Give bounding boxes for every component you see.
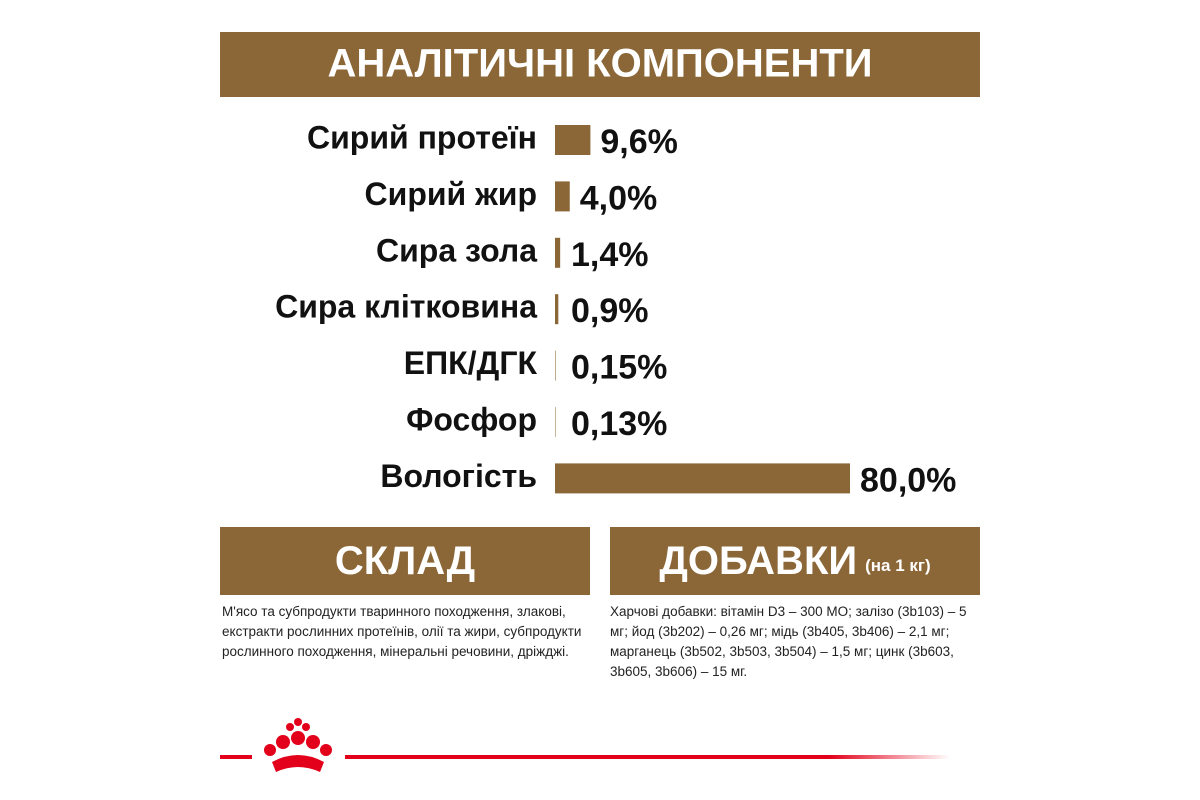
bar [555, 237, 561, 268]
composition-text: М'ясо та субпродукти тваринного походжен… [222, 604, 582, 659]
value-label: 0,9% [571, 292, 649, 330]
composition-title: СКЛАД [334, 538, 476, 583]
composition-header: СКЛАД [220, 527, 590, 595]
crown-logo [264, 718, 332, 772]
category-label: Вологість [380, 458, 537, 494]
category-label: ЕПК/ДГК [404, 345, 538, 381]
additives-title: ДОБАВКИ [659, 538, 858, 583]
bar [555, 181, 570, 212]
value-label: 1,4% [571, 236, 649, 274]
value-label: 9,6% [600, 123, 678, 161]
value-label: 80,0% [860, 461, 956, 499]
additives-text: Харчові добавки: вітамін D3 – 300 МО; за… [610, 604, 967, 679]
category-label: Сира зола [376, 232, 537, 268]
category-label: Сирий протеїн [307, 119, 537, 155]
category-label: Сирий жир [365, 176, 537, 212]
additives-unit: (на 1 кг) [865, 556, 931, 575]
bar [555, 294, 559, 325]
bar [555, 125, 591, 155]
additives-header: ДОБАВКИ (на 1 кг) [610, 527, 980, 595]
category-label: Фосфор [406, 401, 537, 437]
value-label: 0,13% [571, 405, 667, 443]
bar [555, 463, 850, 494]
title-bar [220, 32, 980, 97]
value-label: 0,15% [571, 349, 667, 387]
chart-title: АНАЛІТИЧНІ КОМПОНЕНТИ [327, 42, 872, 86]
brand-line [345, 755, 950, 759]
bar [555, 350, 556, 381]
category-label: Сира клітковина [275, 289, 537, 325]
value-label: 4,0% [580, 179, 658, 217]
